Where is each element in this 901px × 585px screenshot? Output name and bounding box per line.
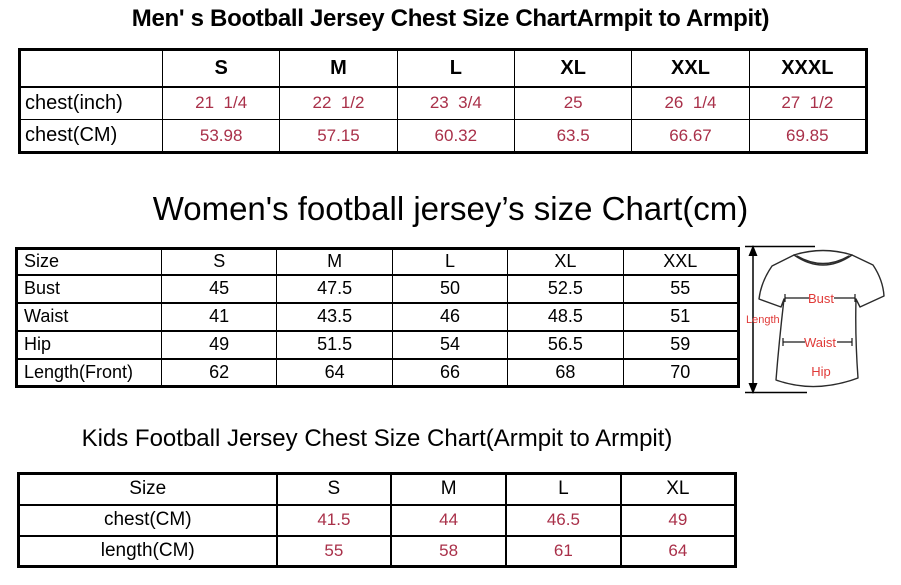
value-cell: 48.5 [507,301,624,332]
table-row: length(CM) 55 58 61 64 [17,534,737,568]
value-cell: 49 [160,329,278,360]
value-cell: 53.98 [161,119,281,153]
value-cell: 26 1/4 [631,86,750,120]
header-cell: S [160,247,278,276]
header-cell: XL [619,472,737,506]
header-cell: XL [513,49,633,88]
value-cell: 66.67 [631,119,750,153]
header-cell: XXL [622,247,740,276]
value-cell: 59 [622,329,740,360]
header-cell: S [275,472,393,506]
value-cell: 57.15 [279,119,398,153]
value-cell: 60.32 [396,119,515,153]
value-cell: 64 [276,357,393,388]
kids-chart-title: Kids Football Jersey Chest Size Chart(Ar… [81,425,673,452]
value-cell: 49 [619,503,737,537]
women-chart-title: Women's football jersey’s size Chart(cm) [152,190,749,227]
value-cell: 25 [513,86,633,120]
table-row: Size S M L XL [17,472,737,506]
value-cell: 47.5 [276,273,393,304]
value-cell: 46.5 [505,503,622,537]
header-cell: L [391,247,509,276]
length-arrow-icon [745,245,815,394]
header-cell: Size [16,247,162,276]
table-row: chest(CM) 41.5 44 46.5 49 [17,503,737,537]
header-cell: M [276,247,393,276]
row-label-cell: chest(CM) [17,503,278,537]
table-row: Size S M L XL XXL [16,247,740,276]
table-row: chest(CM) 53.98 57.15 60.32 63.5 66.67 6… [19,119,868,153]
value-cell: 54 [391,329,509,360]
waist-label: Waist [804,335,836,350]
kids-size-table: Size S M L XL chest(CM) 41.5 44 46.5 49 … [17,472,737,568]
table-row: Length(Front) 62 64 66 68 70 [16,357,740,388]
bust-label: Bust [808,291,834,306]
row-label-cell: length(CM) [17,534,278,568]
value-cell: 52.5 [507,273,624,304]
value-cell: 45 [160,273,278,304]
value-cell: 27 1/2 [748,86,868,120]
header-cell: S [161,49,281,88]
value-cell: 58 [390,534,507,568]
value-cell: 70 [622,357,740,388]
header-cell: M [279,49,398,88]
row-label-cell: Waist [16,301,162,332]
value-cell: 61 [505,534,622,568]
header-cell: M [390,472,507,506]
value-cell: 22 1/2 [279,86,398,120]
length-label: Length [746,314,780,326]
tshirt-measurement-diagram: Bust Waist Hip Length [745,245,885,394]
value-cell: 68 [507,357,624,388]
value-cell: 66 [391,357,509,388]
value-cell: 51 [622,301,740,332]
men-chart-title: Men' s Bootball Jersey Chest Size ChartA… [131,5,770,32]
header-cell: XXXL [748,49,868,88]
value-cell: 62 [160,357,278,388]
table-row: S M L XL XXL XXXL [19,49,868,88]
tshirt-outline-icon [758,249,885,388]
men-size-table: S M L XL XXL XXXL chest(inch) 21 1/4 22 … [18,48,868,154]
value-cell: 63.5 [513,119,633,153]
value-cell: 43.5 [276,301,393,332]
value-cell: 50 [391,273,509,304]
measure-lines [782,294,856,346]
row-label-cell: Hip [16,329,162,360]
table-row: Bust 45 47.5 50 52.5 55 [16,273,740,304]
value-cell: 41.5 [275,503,393,537]
value-cell: 55 [275,534,393,568]
table-row: Hip 49 51.5 54 56.5 59 [16,329,740,360]
table-row: chest(inch) 21 1/4 22 1/2 23 3/4 25 26 1… [19,86,868,120]
header-cell [19,49,163,88]
row-label-cell: chest(CM) [19,119,163,153]
value-cell: 41 [160,301,278,332]
row-label-cell: chest(inch) [19,86,163,120]
value-cell: 69.85 [748,119,868,153]
value-cell: 44 [390,503,507,537]
value-cell: 51.5 [276,329,393,360]
value-cell: 56.5 [507,329,624,360]
header-cell: Size [17,472,278,506]
row-label-cell: Length(Front) [16,357,162,388]
table-row: Waist 41 43.5 46 48.5 51 [16,301,740,332]
header-cell: XXL [631,49,750,88]
value-cell: 64 [619,534,737,568]
women-size-table: Size S M L XL XXL Bust 45 47.5 50 52.5 5… [15,247,740,388]
value-cell: 46 [391,301,509,332]
header-cell: L [505,472,622,506]
row-label-cell: Bust [16,273,162,304]
value-cell: 55 [622,273,740,304]
value-cell: 21 1/4 [161,86,281,120]
value-cell: 23 3/4 [396,86,515,120]
header-cell: XL [507,247,624,276]
hip-label: Hip [811,364,831,379]
header-cell: L [396,49,515,88]
